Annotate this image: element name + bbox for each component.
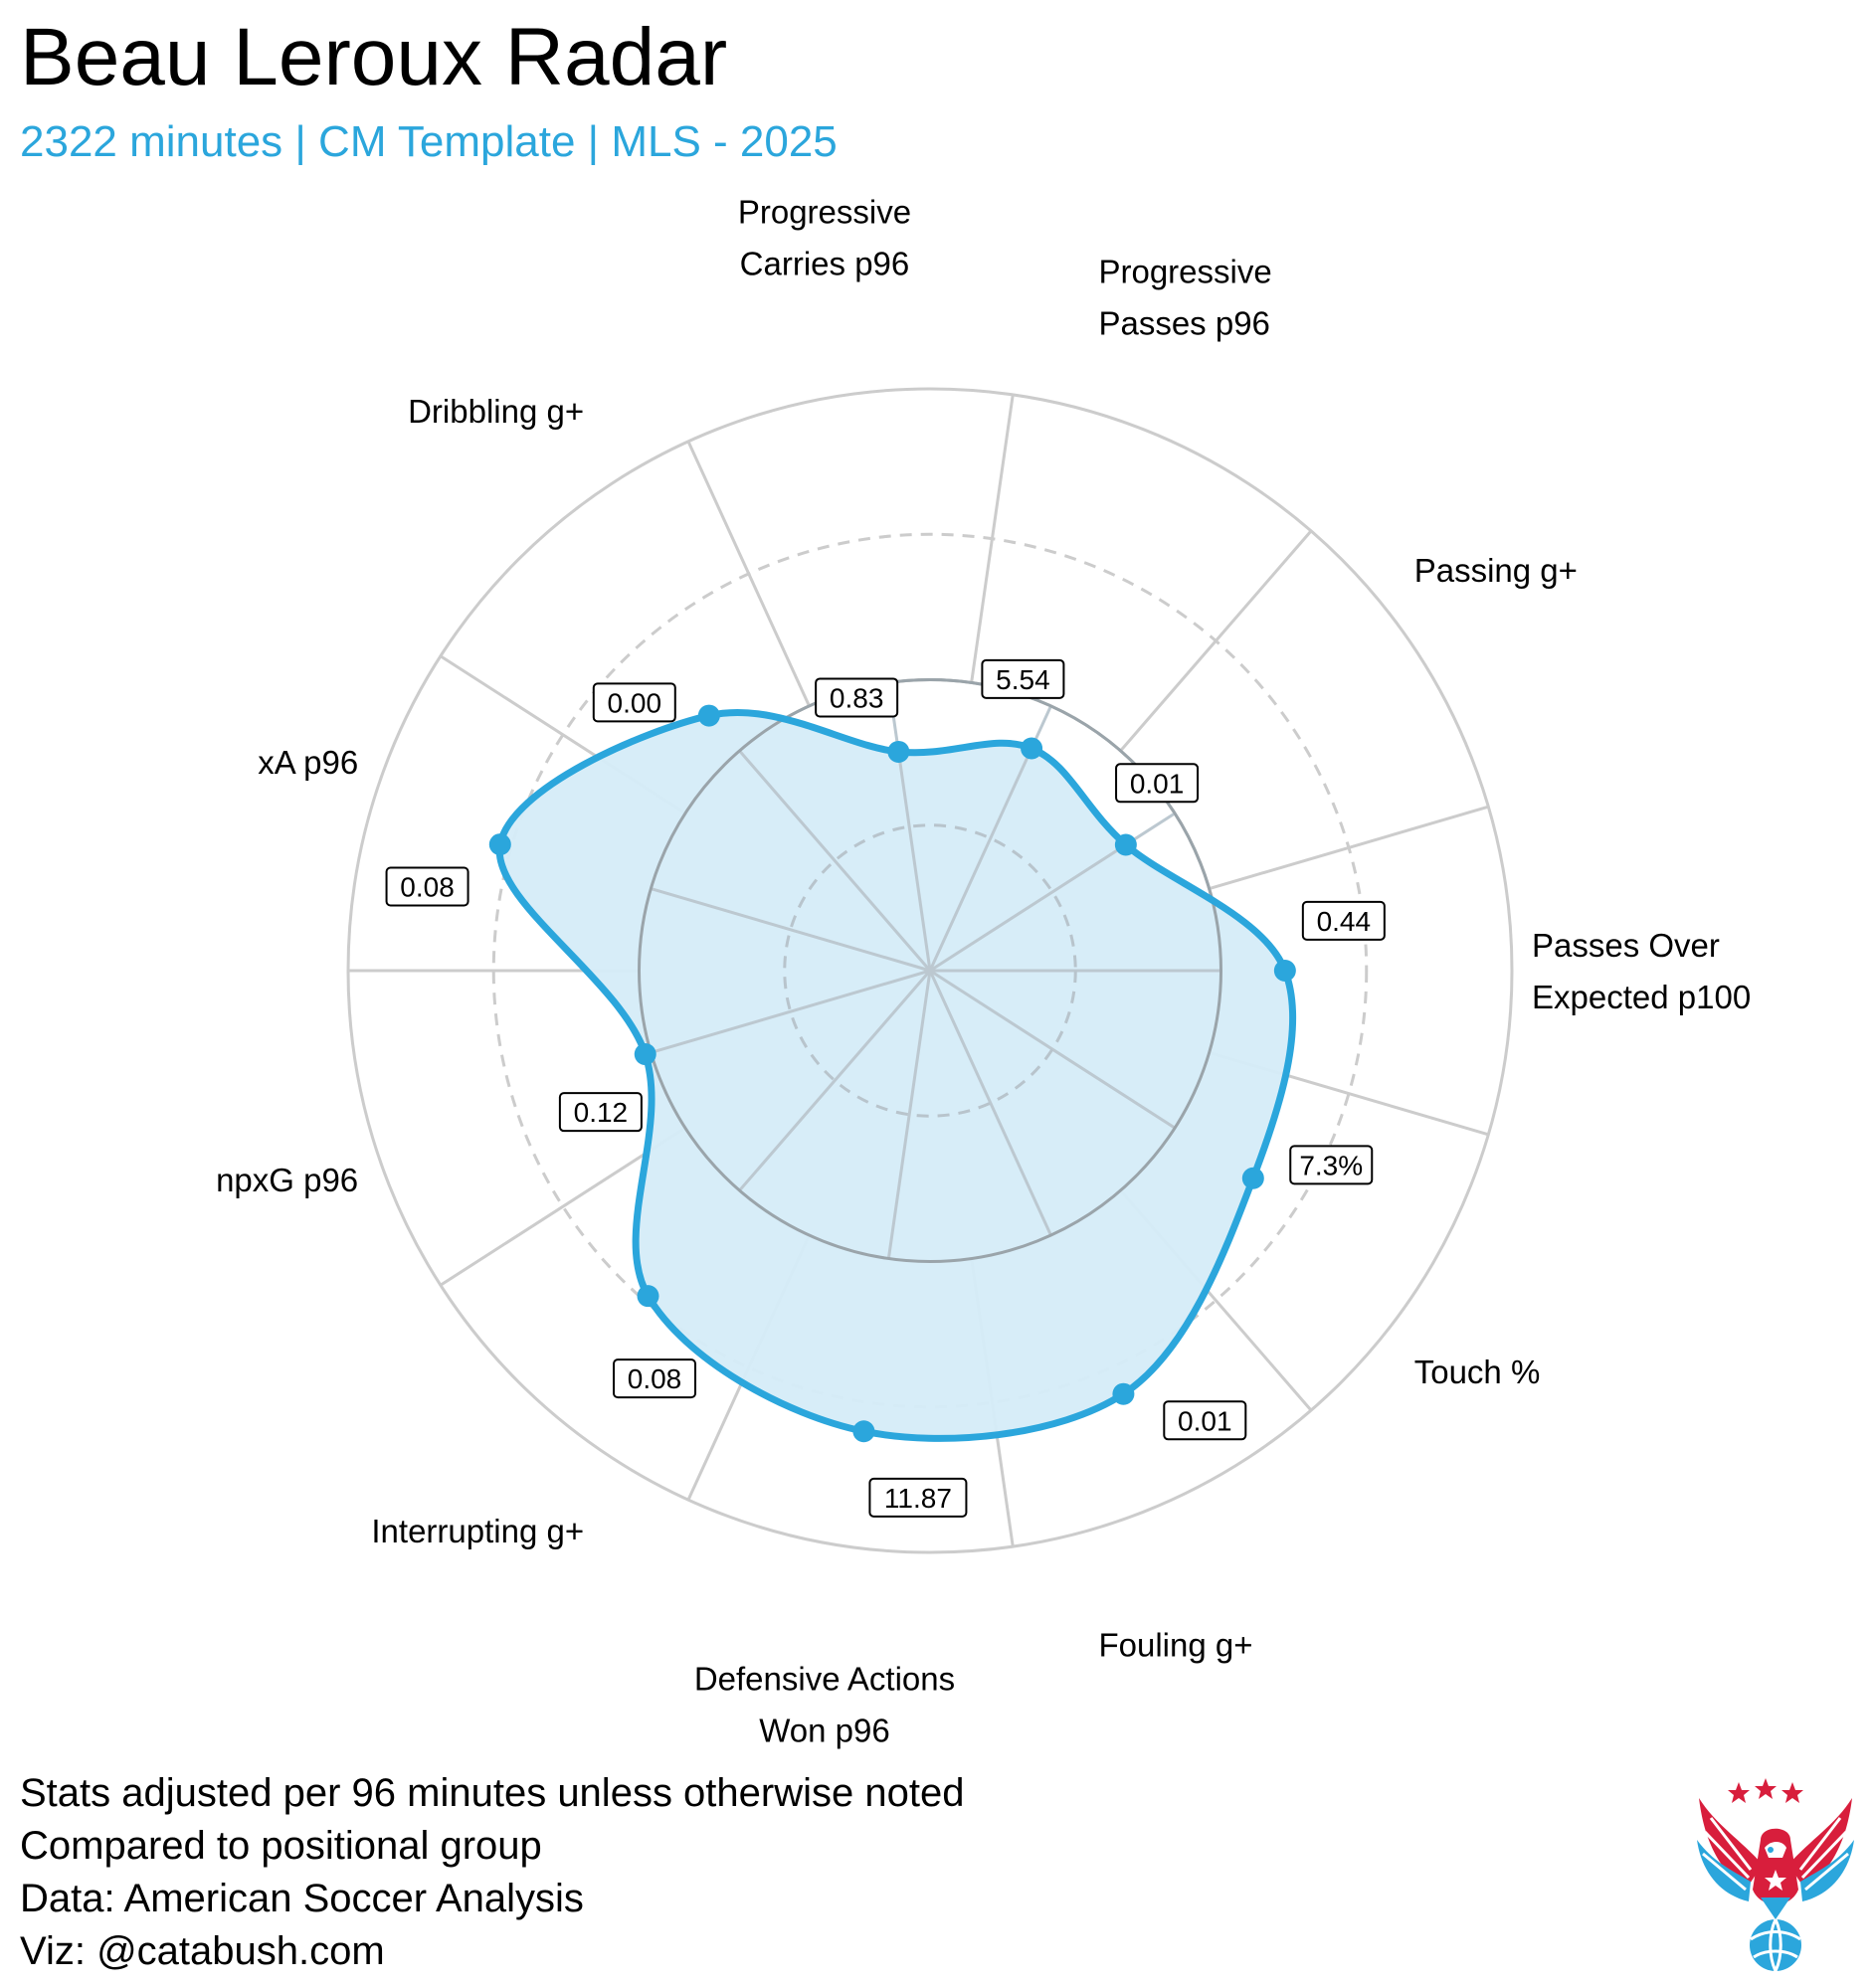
footer-note-adjustment: Stats adjusted per 96 minutes unless oth… <box>20 1771 965 1815</box>
grid-ring-50-overlay <box>638 678 1222 1263</box>
axis-label: Passing g+ <box>1414 552 1578 589</box>
chart-subtitle: 2322 minutes | CM Template | MLS - 2025 <box>20 117 838 166</box>
axis-spoke <box>928 970 1052 1236</box>
value-label-text: 0.83 <box>830 682 884 713</box>
value-label-text: 0.01 <box>1130 768 1185 799</box>
axis-label: Touch % <box>1414 1354 1541 1390</box>
grid-ring-75 <box>491 532 1369 1409</box>
radar-area <box>499 712 1293 1439</box>
axis-label: Fouling g+ <box>1098 1627 1252 1664</box>
data-point <box>1112 1382 1135 1405</box>
axis-label: Progressive Passes p96 <box>1098 253 1271 341</box>
data-point <box>697 704 720 727</box>
value-label: 0.83 <box>815 677 899 718</box>
data-point <box>887 740 910 763</box>
footer-notes: Stats adjusted per 96 minutes unless oth… <box>20 1767 964 1978</box>
axis-label: Interrupting g+ <box>371 1513 584 1549</box>
value-label: 0.00 <box>592 682 676 723</box>
axis-label: Defensive Actions Won p96 <box>694 1660 955 1748</box>
value-label: 0.08 <box>613 1358 697 1399</box>
footer-note-data-source: Data: American Soccer Analysis <box>20 1877 584 1920</box>
value-label-text: 7.3% <box>1299 1150 1363 1180</box>
data-point <box>634 1043 656 1066</box>
axis-label: Dribbling g+ <box>408 393 584 430</box>
axis-spoke <box>650 969 931 1054</box>
value-label-text: 0.01 <box>1178 1405 1232 1436</box>
eagle-soccer-ball-icon <box>1697 1778 1854 1972</box>
value-label: 0.44 <box>1301 900 1386 941</box>
value-label: 11.87 <box>868 1477 968 1518</box>
value-label-text: 0.00 <box>608 687 662 718</box>
axis-label: xA p96 <box>258 744 358 781</box>
value-label: 7.3% <box>1289 1145 1374 1185</box>
value-label-text: 0.08 <box>400 872 455 903</box>
footer-note-viz-credit: Viz: @catabush.com <box>20 1929 385 1973</box>
value-label: 5.54 <box>981 658 1065 699</box>
radar-labels: 0.44 Passes Over Expected p100 0.01 Passing … <box>216 194 1751 1749</box>
value-label-text: 0.12 <box>574 1097 629 1128</box>
value-label: 0.08 <box>385 866 469 907</box>
data-point <box>488 833 511 856</box>
axis-spoke <box>738 749 932 972</box>
footer-note-comparison: Compared to positional group <box>20 1824 542 1868</box>
data-point <box>1273 960 1296 982</box>
value-label-text: 0.08 <box>628 1363 682 1394</box>
value-label: 0.12 <box>558 1092 643 1133</box>
axis-label: npxG p96 <box>216 1162 358 1198</box>
sector-divider <box>686 441 811 707</box>
data-point <box>1114 833 1137 856</box>
value-label-text: 5.54 <box>996 664 1050 695</box>
grid-ring-25-overlay <box>783 823 1077 1118</box>
axis-spoke <box>929 969 1176 1130</box>
value-label-text: 0.44 <box>1317 906 1372 937</box>
data-point <box>1241 1167 1264 1189</box>
sector-divider <box>1209 805 1489 891</box>
data-point <box>637 1285 659 1308</box>
value-label-text: 11.87 <box>884 1483 952 1514</box>
radar-shape <box>488 678 1297 1443</box>
axis-label: Progressive Carries p96 <box>738 194 911 282</box>
value-label: 0.01 <box>1163 1400 1247 1441</box>
chart-title: Beau Leroux Radar <box>20 12 728 102</box>
data-point <box>1021 737 1043 760</box>
value-label: 0.01 <box>1115 763 1200 804</box>
sector-divider <box>970 394 1015 683</box>
axis-label: Passes Over Expected p100 <box>1532 927 1751 1015</box>
axis-spoke <box>650 887 931 973</box>
data-point <box>852 1420 875 1443</box>
axis-spoke <box>886 970 932 1259</box>
sector-divider <box>1119 529 1313 752</box>
axis-spoke <box>738 970 932 1192</box>
axis-spoke <box>886 682 932 972</box>
